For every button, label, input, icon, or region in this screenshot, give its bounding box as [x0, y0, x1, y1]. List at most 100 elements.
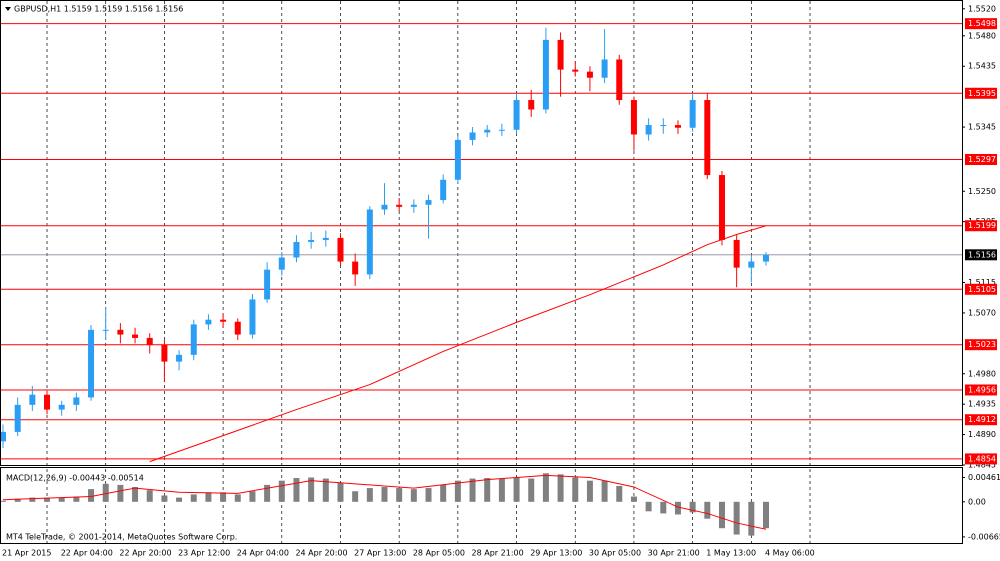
candle-body [161, 344, 168, 362]
macd-bar [601, 480, 608, 502]
macd-bar [718, 501, 725, 529]
x-tick-label: 23 Apr 12:00 [178, 549, 230, 558]
candle-body [454, 139, 461, 180]
macd-bar [146, 490, 153, 502]
level-label-box [965, 154, 997, 166]
y-tick-label: 1.5345 [968, 123, 996, 132]
level-label: 1.5199 [968, 221, 996, 230]
candle-body [513, 100, 520, 130]
candle-body [176, 354, 183, 362]
symbol-header: GBPUSD,H1 1.5159 1.5159 1.5156 1.5156 [14, 5, 183, 14]
macd-bar [689, 501, 696, 513]
candle-body [308, 239, 315, 242]
level-label: 1.4956 [968, 385, 996, 394]
level-label: 1.5105 [968, 285, 996, 294]
candle-body [425, 200, 432, 205]
macd-bar [454, 480, 461, 502]
macd-bar [674, 501, 681, 515]
candle-body [469, 132, 476, 140]
x-tick-label: 24 Apr 20:00 [295, 549, 347, 558]
macd-bar [484, 478, 491, 502]
macd-bar [763, 501, 769, 529]
candle-body [102, 329, 109, 331]
macd-title: MACD(12,26,9) -0.00443 -0.00514 [6, 474, 144, 483]
x-tick-label: 4 May 06:00 [765, 549, 815, 558]
menu-arrow[interactable] [5, 7, 11, 11]
x-tick-label: 28 Apr 05:00 [413, 549, 465, 558]
macd-bar [220, 492, 227, 502]
macd-bar [58, 497, 65, 502]
candle-body [366, 209, 373, 275]
x-tick-label: 29 Apr 13:00 [530, 549, 582, 558]
macd-bar [396, 488, 403, 502]
candle-body [748, 261, 755, 268]
candle-body [146, 337, 153, 345]
moving-average [149, 225, 767, 463]
candle-body [498, 129, 505, 131]
x-tick-label: 21 Apr 2015 [2, 549, 51, 558]
candle-body [528, 100, 535, 110]
candle-body [249, 299, 256, 335]
macd-bar [293, 478, 300, 502]
y-tick-label: -0.00665 [968, 532, 1000, 541]
macd-bar [660, 501, 667, 514]
macd-bar [264, 484, 271, 502]
y-tick-label: 0.00 [968, 497, 986, 506]
level-label: 1.4912 [968, 415, 996, 424]
macd-bar [337, 482, 344, 502]
candle-body [557, 39, 564, 70]
candle-body [440, 179, 447, 201]
macd-panel-border [0, 467, 963, 544]
macd-bar [513, 477, 520, 502]
y-tick-label: 1.5480 [968, 31, 996, 40]
macd-bar [410, 489, 417, 502]
candle-body [601, 59, 608, 78]
y-tick-label: 1.5070 [968, 308, 996, 317]
macd-bar [586, 480, 593, 502]
level-label-box [965, 220, 997, 232]
macd-bar [630, 496, 637, 502]
candle-body [616, 59, 623, 101]
candle-body [234, 321, 241, 335]
macd-bar [73, 496, 80, 502]
level-label-box [965, 283, 997, 295]
current-price-label: 1.5156 [968, 250, 996, 259]
candle-body [689, 100, 696, 128]
y-tick-label: 1.5435 [968, 62, 996, 71]
macd-bar [132, 487, 139, 502]
candle-body [278, 257, 285, 270]
macd-bar [572, 477, 579, 502]
candle-body [718, 175, 725, 240]
candle-body [0, 431, 6, 442]
level-label: 1.4854 [968, 454, 996, 463]
candle-body [14, 404, 21, 432]
candle-body [44, 394, 51, 410]
x-tick-label: 1 May 13:00 [706, 549, 756, 558]
level-label-box [965, 453, 997, 465]
y-tick-label: 1.4935 [968, 400, 996, 409]
y-tick-label: 1.4890 [968, 430, 996, 439]
macd-bar [249, 491, 256, 502]
macd-bar [14, 498, 21, 502]
candle-body [117, 329, 124, 335]
macd-bar [190, 494, 197, 502]
candle-body [264, 269, 271, 300]
price-panel-border [0, 0, 963, 466]
macd-bar [425, 488, 432, 502]
candle-body [645, 125, 652, 135]
macd-bar [733, 501, 740, 535]
candle-body [410, 204, 417, 207]
macd-bar [542, 473, 549, 502]
macd-bar [176, 497, 183, 502]
candle-body [352, 261, 359, 275]
y-tick-label: 1.5250 [968, 187, 996, 196]
candle-body [396, 204, 403, 207]
level-label-box [965, 414, 997, 426]
candle-body [205, 319, 212, 325]
x-tick-label: 28 Apr 21:00 [472, 549, 524, 558]
level-label-box [965, 339, 997, 351]
footer: MT4 TeleTrade, © 2001-2014, MetaQuotes S… [6, 533, 237, 542]
level-label-box [965, 384, 997, 396]
candle-body [484, 129, 491, 133]
